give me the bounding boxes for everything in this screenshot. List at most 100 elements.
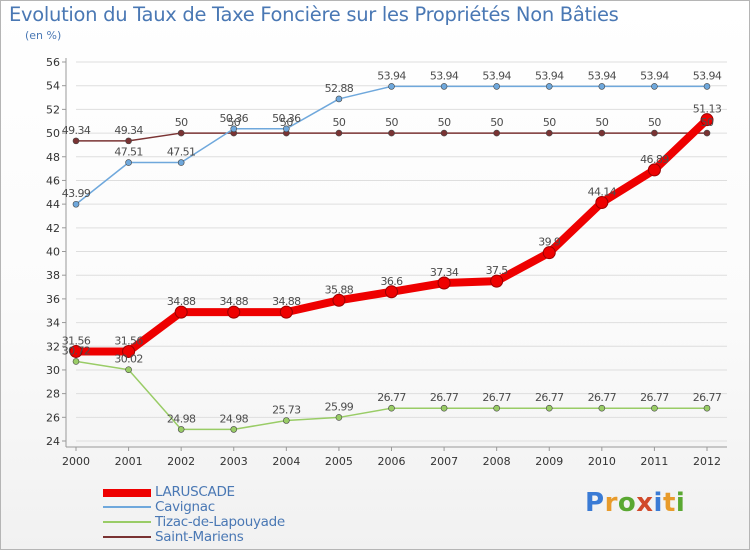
y-axis-ticks: 24 26 28 30 32 34 36 38 40 42 44 46 48 50 52 54 56 (46, 56, 66, 448)
point-laruscade-2000 (69, 344, 83, 358)
x-tick-2008: 2008 (483, 455, 511, 468)
data-label-tizac-2005: 25.99 (325, 400, 354, 413)
y-tick-24: 24 (46, 435, 60, 448)
data-label-laruscade-2004: 34.88 (272, 295, 301, 308)
x-axis-ticks: 2000 2001 2002 2003 2004 2005 2006 2007 2008 2009… (62, 447, 721, 468)
point-tizac-2008 (493, 404, 500, 412)
data-label-cavignac-2008: 53.94 (482, 69, 511, 82)
point-laruscade-2012 (700, 113, 714, 127)
data-label-cavignac-2012: 53.94 (693, 69, 722, 82)
data-label-saint_mariens-2007: 50 (438, 116, 451, 129)
logo-letter: x (636, 488, 654, 518)
data-label-cavignac-2009: 53.94 (535, 69, 564, 82)
x-tick-2011: 2011 (640, 455, 668, 468)
data-label-cavignac-2004: 50.36 (272, 112, 301, 125)
data-label-cavignac-2010: 53.94 (588, 69, 617, 82)
data-label-tizac-2007: 26.77 (430, 391, 459, 404)
point-cavignac-2009 (545, 83, 553, 90)
point-laruscade-2008 (490, 274, 504, 288)
data-label-laruscade-2011: 46.89 (640, 153, 669, 166)
data-label-cavignac-2007: 53.94 (430, 69, 459, 82)
point-saint_mariens-2001 (125, 137, 132, 145)
legend-swatch-saint-mariens (103, 536, 151, 538)
point-tizac-2001 (125, 366, 132, 374)
x-tick-2002: 2002 (167, 455, 195, 468)
point-saint_mariens-2007 (440, 129, 448, 137)
data-label-saint_mariens-2005: 50 (333, 116, 346, 129)
logo-letter: i (653, 488, 663, 518)
legend-swatch-tizac (103, 521, 151, 523)
point-laruscade-2002 (174, 305, 188, 319)
logo-letter: o (617, 488, 637, 518)
data-label-tizac-2003: 24.98 (220, 412, 249, 425)
point-tizac-2005 (335, 414, 343, 421)
data-label-tizac-2008: 26.77 (482, 391, 511, 404)
x-tick-2007: 2007 (430, 455, 458, 468)
data-label-laruscade-2007: 37.34 (430, 266, 459, 279)
y-tick-44: 44 (46, 198, 60, 211)
data-label-saint_mariens-2004: 50 (280, 116, 293, 129)
point-laruscade-2009 (542, 246, 556, 260)
axes (65, 58, 727, 448)
data-label-cavignac-2000: 43.99 (62, 187, 91, 200)
data-label-cavignac-2005: 52.88 (325, 82, 354, 95)
data-label-saint_mariens-2008: 50 (490, 116, 503, 129)
data-label-laruscade-2009: 39.9 (538, 236, 561, 249)
point-laruscade-2010 (595, 195, 609, 209)
data-label-cavignac-2001: 47.51 (114, 146, 143, 159)
point-laruscade-2001 (122, 344, 136, 358)
data-label-laruscade-2005: 35.88 (325, 283, 354, 296)
point-tizac-2011 (651, 404, 658, 412)
point-saint_mariens-2000 (72, 137, 80, 145)
data-label-tizac-2009: 26.77 (535, 391, 564, 404)
point-cavignac-2004 (283, 125, 290, 133)
legend-label-cavignac: Cavignac (155, 499, 215, 515)
data-label-saint_mariens-2006: 50 (385, 116, 398, 129)
data-label-saint_mariens-2010: 50 (595, 116, 608, 129)
y-tick-34: 34 (46, 317, 60, 330)
y-tick-26: 26 (46, 411, 60, 424)
point-saint_mariens-2012 (703, 129, 711, 137)
point-cavignac-2012 (703, 83, 711, 90)
data-label-tizac-2000: 30.72 (62, 344, 91, 357)
chart-subtitle: (en %) (25, 29, 62, 42)
y-tick-54: 54 (46, 80, 60, 93)
legend-label-laruscade: LARUSCADE (155, 484, 235, 500)
point-saint_mariens-2005 (335, 129, 343, 137)
legend-swatch-laruscade (103, 489, 151, 497)
data-label-saint_mariens-2011: 50 (648, 116, 661, 129)
data-label-tizac-2006: 26.77 (377, 391, 406, 404)
y-tick-52: 52 (46, 103, 60, 116)
point-cavignac-2007 (440, 83, 448, 90)
y-tick-48: 48 (46, 151, 60, 164)
data-label-tizac-2010: 26.77 (588, 391, 617, 404)
data-label-cavignac-2006: 53.94 (377, 69, 406, 82)
y-tick-42: 42 (46, 222, 60, 235)
y-tick-36: 36 (46, 293, 60, 306)
x-tick-2009: 2009 (535, 455, 563, 468)
data-label-saint_mariens-2009: 50 (543, 116, 556, 129)
point-saint_mariens-2006 (388, 129, 395, 137)
chart-title: Evolution du Taux de Taxe Foncière sur l… (9, 3, 619, 26)
point-cavignac-2002 (177, 159, 185, 166)
data-label-laruscade-2003: 34.88 (220, 295, 249, 308)
y-tick-30: 30 (46, 364, 60, 377)
series-lines (69, 83, 714, 433)
legend-swatch-cavignac (103, 506, 151, 508)
x-tick-2005: 2005 (325, 455, 353, 468)
point-cavignac-2005 (335, 95, 343, 103)
data-label-laruscade-2001: 31.56 (114, 334, 143, 347)
point-cavignac-2000 (72, 200, 80, 208)
data-label-saint_mariens-2012: 50 (701, 116, 714, 129)
y-tick-28: 28 (46, 388, 60, 401)
point-cavignac-2003 (230, 125, 238, 133)
point-laruscade-2003 (227, 305, 241, 319)
x-tick-2004: 2004 (272, 455, 300, 468)
point-cavignac-2008 (493, 83, 500, 90)
data-label-saint_mariens-2001: 49.34 (114, 124, 143, 137)
x-tick-2010: 2010 (588, 455, 616, 468)
logo-letter: P (585, 488, 605, 518)
data-label-laruscade-2002: 34.88 (167, 295, 196, 308)
data-label-tizac-2012: 26.77 (693, 391, 722, 404)
